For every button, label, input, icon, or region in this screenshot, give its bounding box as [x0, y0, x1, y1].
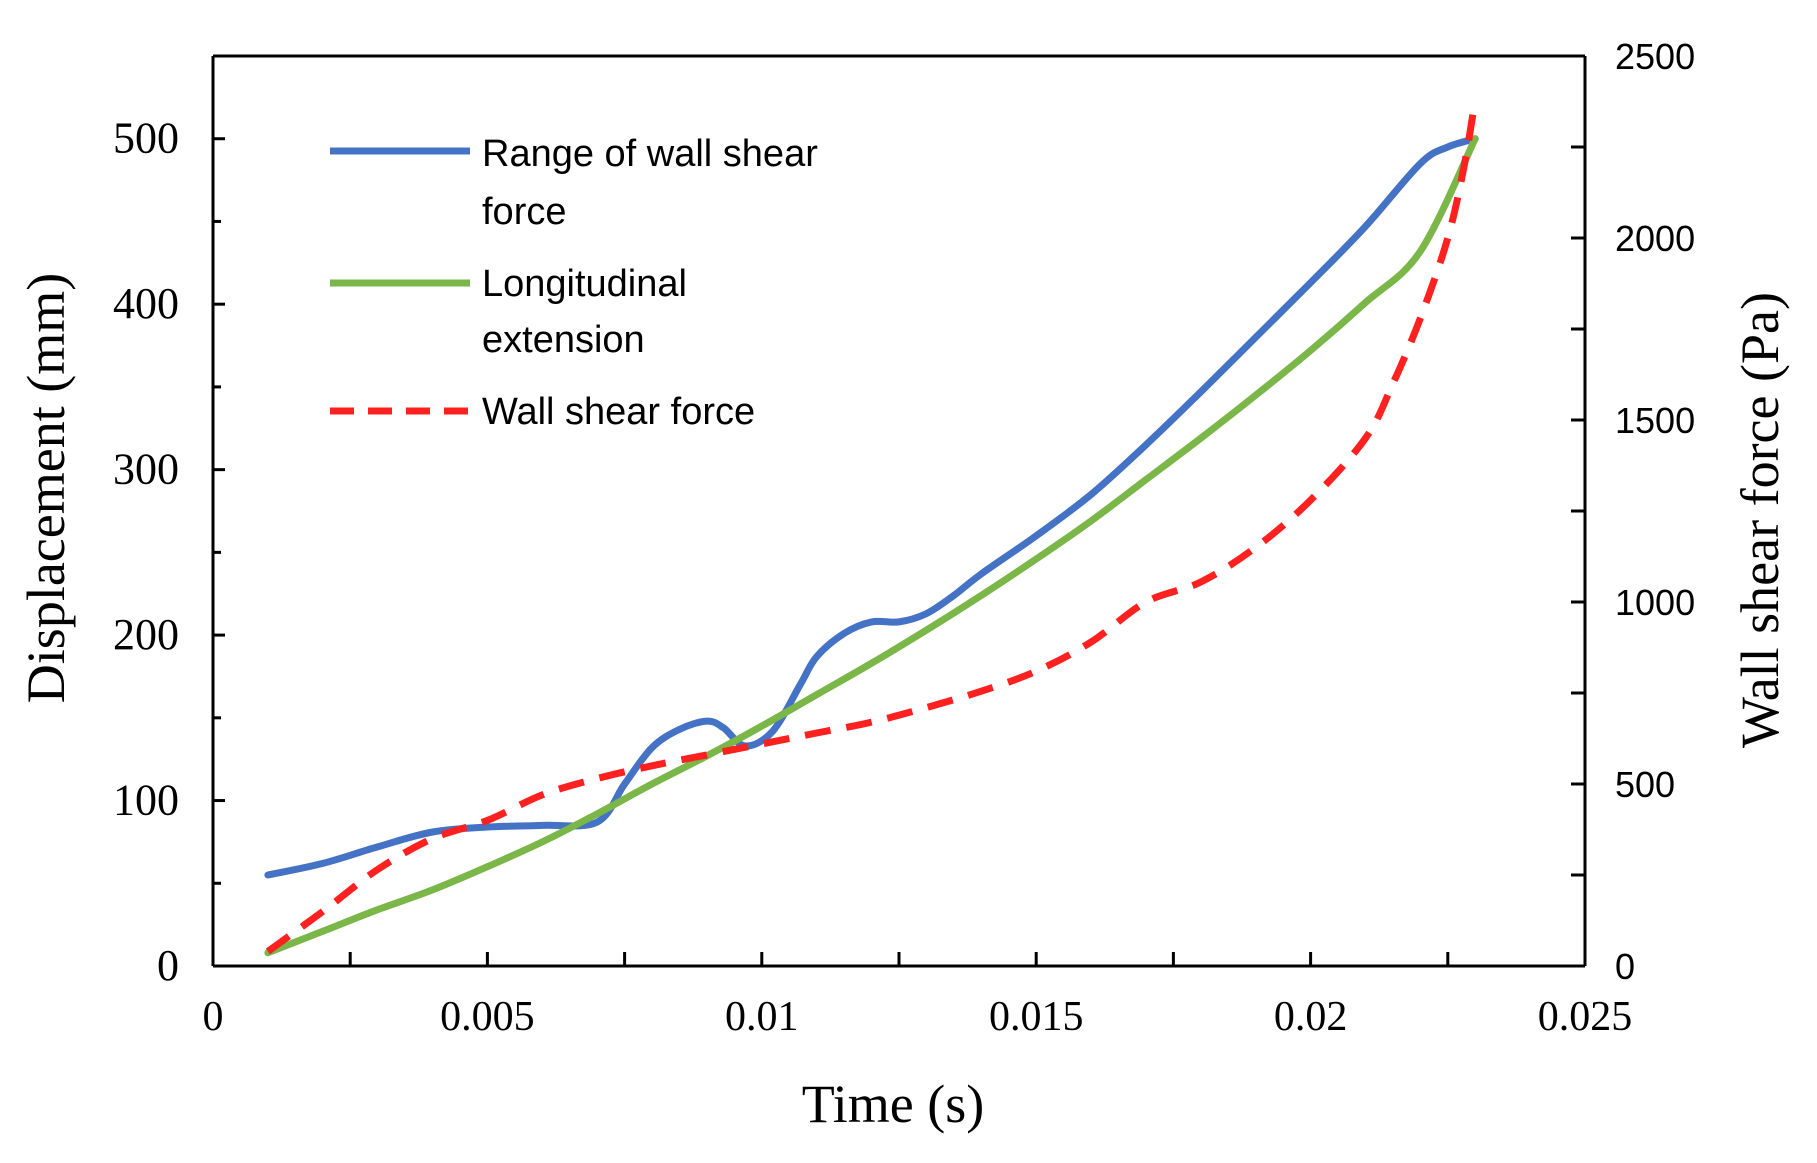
x-tick-label: 0.01 — [725, 994, 799, 1040]
y-tick-label: 400 — [113, 279, 179, 328]
y2-tick-label: 500 — [1615, 764, 1675, 805]
y2-tick-label: 2000 — [1615, 218, 1695, 259]
y-tick-label: 500 — [113, 114, 179, 163]
y2-tick-label: 2500 — [1615, 36, 1695, 77]
y-tick-label: 100 — [113, 776, 179, 825]
y2-tick-label: 1500 — [1615, 400, 1695, 441]
x-tick-label: 0.02 — [1274, 994, 1348, 1040]
legend-label-range-line2: force — [482, 191, 566, 233]
axes — [211, 54, 1587, 968]
x-tick-label: 0.005 — [440, 994, 535, 1040]
plot-lines — [264, 99, 1479, 957]
x-tick-label: 0.025 — [1538, 994, 1633, 1040]
legend-label-range-line1: Range of wall shear — [482, 133, 818, 175]
y-tick-label: 300 — [113, 445, 179, 494]
x-axis-title: Time (s) — [802, 1074, 985, 1134]
series-range-of-wall-shear-force — [264, 135, 1479, 879]
tick-labels: 0 100 200 300 400 500 0 500 1000 1500 2000 2500 0 0.0… — [113, 36, 1695, 1040]
legend-label-longitudinal-line2: extension — [482, 319, 645, 361]
y2-axis-title: Wall shear force (Pa) — [1730, 292, 1790, 748]
legend-label-wall-shear: Wall shear force — [482, 391, 755, 433]
ticks — [211, 54, 1587, 968]
x-tick-label: 0.015 — [989, 994, 1084, 1040]
legend-label-longitudinal-line1: Longitudinal — [482, 263, 687, 305]
series-longitudinal-extension — [264, 135, 1479, 957]
legend: Range of wall shear force Longitudinal e… — [330, 133, 818, 433]
y2-tick-label: 1000 — [1615, 582, 1695, 623]
y2-tick-label: 0 — [1615, 946, 1635, 987]
x-tick-label: 0 — [203, 994, 224, 1040]
y-tick-label: 0 — [157, 941, 179, 990]
series-wall-shear-force — [265, 99, 1479, 955]
y-tick-label: 200 — [113, 610, 179, 659]
y-axis-title: Displacement (mm) — [16, 273, 76, 703]
